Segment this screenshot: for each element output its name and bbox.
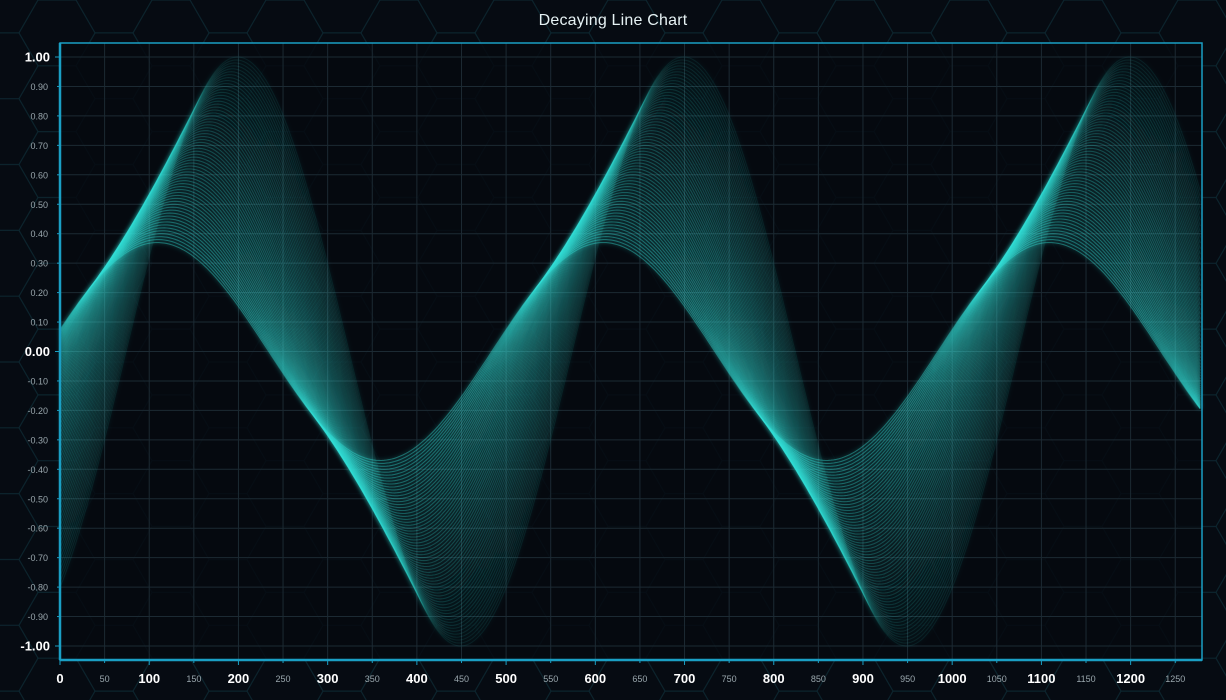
hex-cell <box>1215 113 1226 151</box>
x-tick-label: 450 <box>454 674 469 684</box>
x-tick-label: 750 <box>722 674 737 684</box>
series-trace <box>59 150 1201 553</box>
x-tick-label: 350 <box>365 674 380 684</box>
x-tick-label: 100 <box>138 671 160 686</box>
y-tick-label: 0.90 <box>30 82 48 92</box>
series-trace <box>59 165 1201 538</box>
x-tick-label: 150 <box>186 674 201 684</box>
x-tick-label: 0 <box>56 671 63 686</box>
x-tick-label: 800 <box>763 671 785 686</box>
y-tick-label: -0.50 <box>27 494 48 504</box>
series-trace <box>59 141 1201 562</box>
x-tick-label: 400 <box>406 671 428 686</box>
series-trace <box>59 156 1201 547</box>
series-trace <box>59 133 1201 570</box>
y-tick-label: 0.10 <box>30 318 48 328</box>
x-tick-label: 700 <box>674 671 696 686</box>
hex-cell <box>1215 639 1226 677</box>
x-tick-label: 900 <box>852 671 874 686</box>
y-tick-label: 0.60 <box>30 170 48 180</box>
y-tick-label: 0.70 <box>30 141 48 151</box>
y-tick-label: 0.30 <box>30 259 48 269</box>
x-tick-label: 1050 <box>987 674 1007 684</box>
y-tick-label: 0.80 <box>30 111 48 121</box>
y-tick-label: -0.70 <box>27 553 48 563</box>
series-trace <box>59 130 1201 573</box>
hex-cell <box>1215 573 1226 611</box>
y-tick-label: 0.40 <box>30 229 48 239</box>
series-trace <box>59 127 1201 576</box>
series-trace <box>59 153 1201 550</box>
x-tick-label: 200 <box>228 671 250 686</box>
y-tick-label: -0.90 <box>27 612 48 622</box>
y-tick-label: -0.80 <box>27 583 48 593</box>
y-tick-label: -0.30 <box>27 435 48 445</box>
y-axis-ticks: 1.00 0.00 -1.00 0.90 0.80 0.70 0.60 0.50 0.40 0.3… <box>20 50 60 654</box>
hex-cell <box>1215 442 1226 480</box>
x-tick-label: 650 <box>632 674 647 684</box>
decaying-line-series <box>59 56 1201 647</box>
x-axis-ticks: 0 100 200 300 400 500 600 700 800 900 1000 1100 1200… <box>56 660 1185 686</box>
hex-cell <box>1215 47 1226 85</box>
hex-cell <box>1215 244 1226 282</box>
x-tick-label: 950 <box>900 674 915 684</box>
x-tick-label: 50 <box>100 674 110 684</box>
y-tick-label: 0.50 <box>30 200 48 210</box>
series-trace <box>59 135 1201 568</box>
y-tick-label: -0.40 <box>27 465 48 475</box>
hex-cell <box>1215 507 1226 546</box>
series-trace <box>59 56 1201 647</box>
y-tick-label: 0.00 <box>25 344 50 359</box>
x-tick-label: 300 <box>317 671 339 686</box>
x-tick-label: 550 <box>543 674 558 684</box>
series-trace <box>59 159 1201 544</box>
series-trace <box>59 147 1201 556</box>
x-tick-label: 250 <box>276 674 291 684</box>
series-trace <box>59 144 1201 559</box>
x-tick-label: 500 <box>495 671 517 686</box>
y-tick-label: 1.00 <box>25 50 50 65</box>
x-tick-label: 1150 <box>1076 674 1095 684</box>
chart-title: Decaying Line Chart <box>538 12 688 29</box>
x-tick-label: 1200 <box>1116 671 1145 686</box>
x-tick-label: 1000 <box>938 671 967 686</box>
series-trace <box>59 162 1201 541</box>
hex-cell <box>1215 178 1226 217</box>
series-trace <box>59 138 1201 565</box>
y-tick-label: -0.20 <box>27 406 48 416</box>
x-tick-label: 600 <box>584 671 606 686</box>
x-tick-label: 850 <box>811 674 826 684</box>
hex-cell <box>1215 310 1226 348</box>
y-tick-label: -0.60 <box>27 524 48 534</box>
x-tick-label: 1100 <box>1027 671 1055 686</box>
x-tick-label: 1250 <box>1165 674 1185 684</box>
y-tick-label: -0.10 <box>27 376 48 386</box>
y-tick-label: -1.00 <box>20 639 50 654</box>
y-tick-label: 0.20 <box>30 288 48 298</box>
hex-cell <box>1215 376 1226 414</box>
